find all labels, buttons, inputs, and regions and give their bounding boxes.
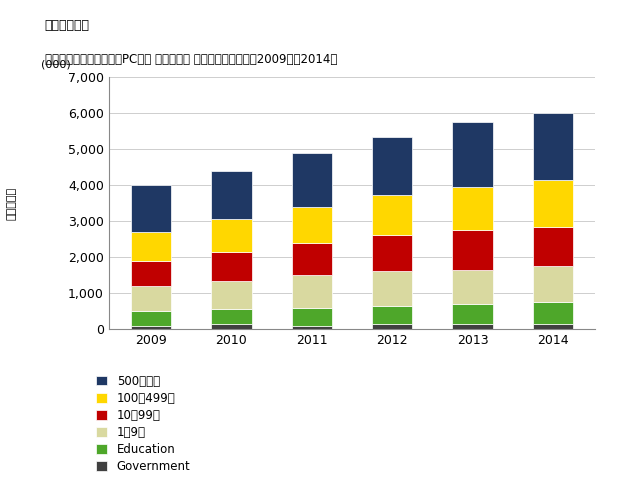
Bar [211,219,252,252]
Bar [211,171,252,219]
Bar [372,271,412,306]
Bar [211,252,252,281]
Bar [131,261,171,286]
Bar [292,207,332,243]
Bar [533,180,573,227]
Bar [292,275,332,307]
Bar [131,286,171,311]
Text: (000): (000) [41,60,70,70]
Legend: 500人以上, 100～499人, 10～99人, 1～9人, Education, Government: 500人以上, 100～499人, 10～99人, 1～9人, Educatio… [95,375,191,473]
Bar [452,230,493,270]
Bar [292,326,332,329]
Bar [452,122,493,187]
Bar [452,324,493,329]
Bar [533,302,573,324]
Text: ユーザー数: ユーザー数 [6,187,17,220]
Text: ＜参考資料＞: ＜参考資料＞ [45,19,90,32]
Bar [452,304,493,324]
Bar [533,266,573,302]
Bar [211,324,252,329]
Text: 国内ビジネスモビリティPC市場 企業規模別 ユーザー数の予測、2009年～2014年: 国内ビジネスモビリティPC市場 企業規模別 ユーザー数の予測、2009年～201… [45,53,337,66]
Bar [372,306,412,324]
Bar [533,227,573,266]
Bar [131,326,171,329]
Bar [372,324,412,329]
Bar [292,153,332,207]
Bar [372,195,412,235]
Bar [211,309,252,324]
Bar [131,185,171,232]
Bar [533,113,573,180]
Bar [372,137,412,195]
Bar [131,232,171,261]
Bar [452,187,493,230]
Bar [292,307,332,326]
Bar [372,235,412,271]
Bar [533,324,573,329]
Bar [211,281,252,309]
Bar [452,270,493,304]
Bar [131,311,171,326]
Bar [292,243,332,275]
